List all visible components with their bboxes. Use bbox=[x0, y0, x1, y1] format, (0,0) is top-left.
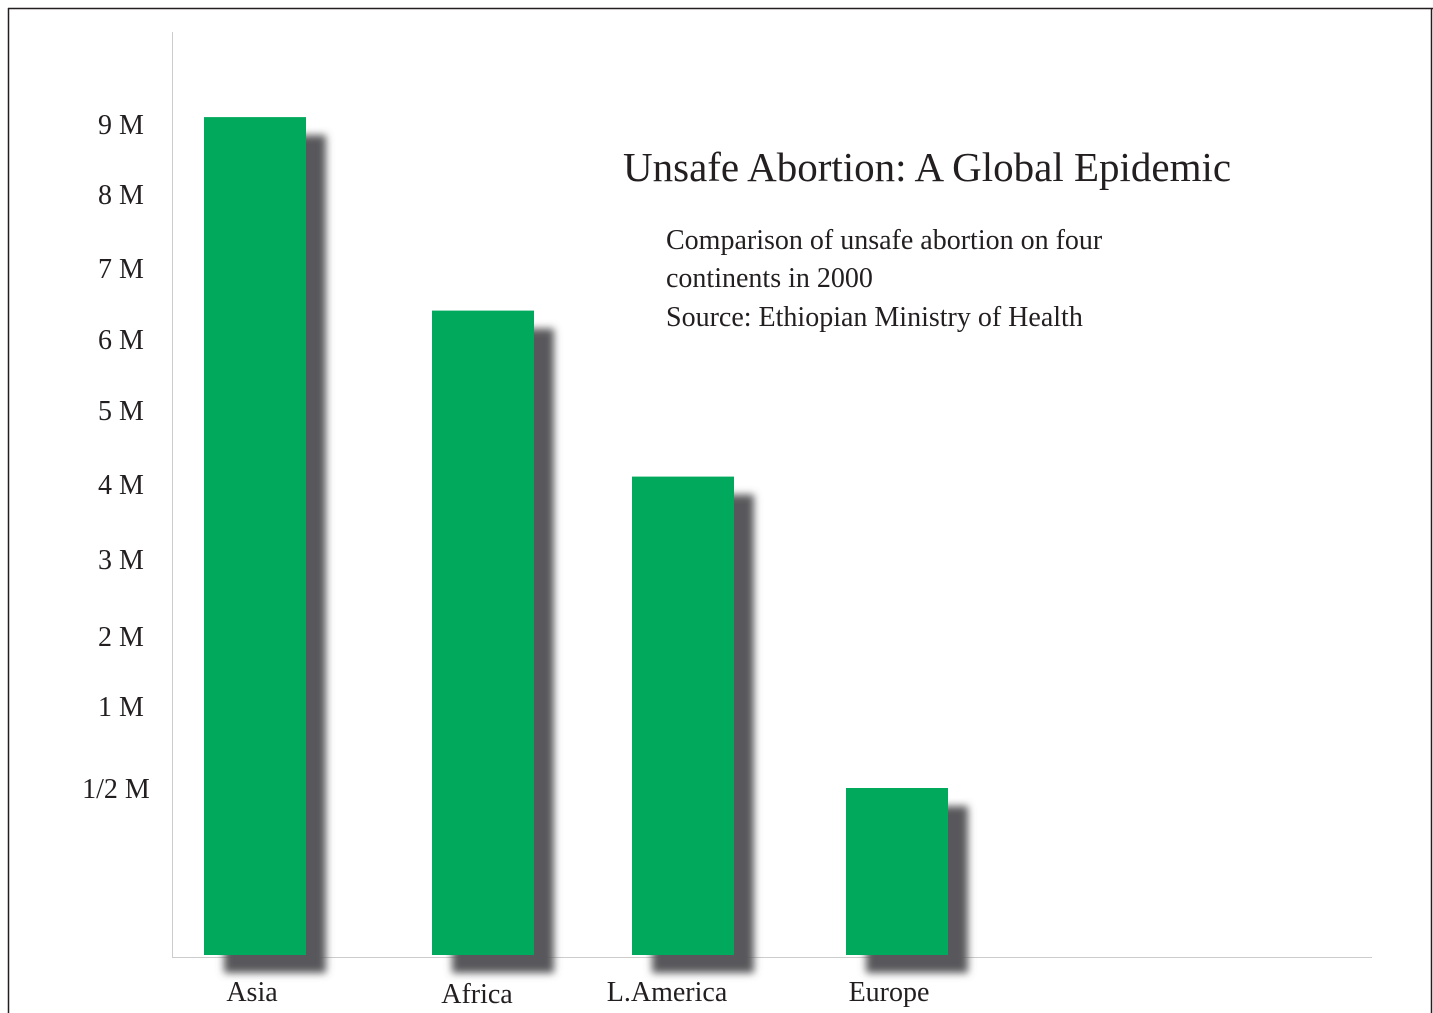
x-axis-tick-labels: Asia Africa L.America Europe bbox=[226, 977, 929, 1010]
x-tick-label-l-america: L.America bbox=[607, 977, 728, 1008]
y-tick-label: 3 M bbox=[98, 545, 144, 576]
y-tick-label: 6 M bbox=[98, 325, 144, 356]
bar-africa bbox=[432, 310, 534, 956]
bar-l-america bbox=[632, 476, 734, 955]
y-tick-label: 1/2 M bbox=[82, 774, 150, 805]
y-tick-label: 8 M bbox=[98, 180, 144, 211]
chart-subtitle-line-1: Comparison of unsafe abortion on four bbox=[666, 225, 1103, 256]
y-tick-label: 4 M bbox=[98, 470, 144, 501]
bar-europe bbox=[846, 788, 948, 955]
chart-title: Unsafe Abortion: A Global Epidemic bbox=[623, 144, 1231, 190]
y-axis-tick-labels: 1/2 M 1 M 2 M 3 M 4 M 5 M 6 M 7 M 8 M 9 M bbox=[82, 110, 150, 805]
bar-asia bbox=[204, 117, 306, 956]
x-tick-label-europe: Europe bbox=[849, 977, 930, 1008]
bars-group bbox=[204, 117, 948, 956]
x-tick-label-africa: Africa bbox=[441, 979, 513, 1010]
chart-subtitle-line-2: continents in 2000 bbox=[666, 263, 873, 294]
y-tick-label: 7 M bbox=[98, 254, 144, 285]
y-tick-label: 5 M bbox=[98, 396, 144, 427]
x-tick-label-asia: Asia bbox=[226, 977, 278, 1008]
y-tick-label: 2 M bbox=[98, 622, 144, 653]
chart-source-line: Source: Ethiopian Ministry of Health bbox=[666, 302, 1083, 333]
y-tick-label: 9 M bbox=[98, 110, 144, 141]
y-tick-label: 1 M bbox=[98, 692, 144, 723]
